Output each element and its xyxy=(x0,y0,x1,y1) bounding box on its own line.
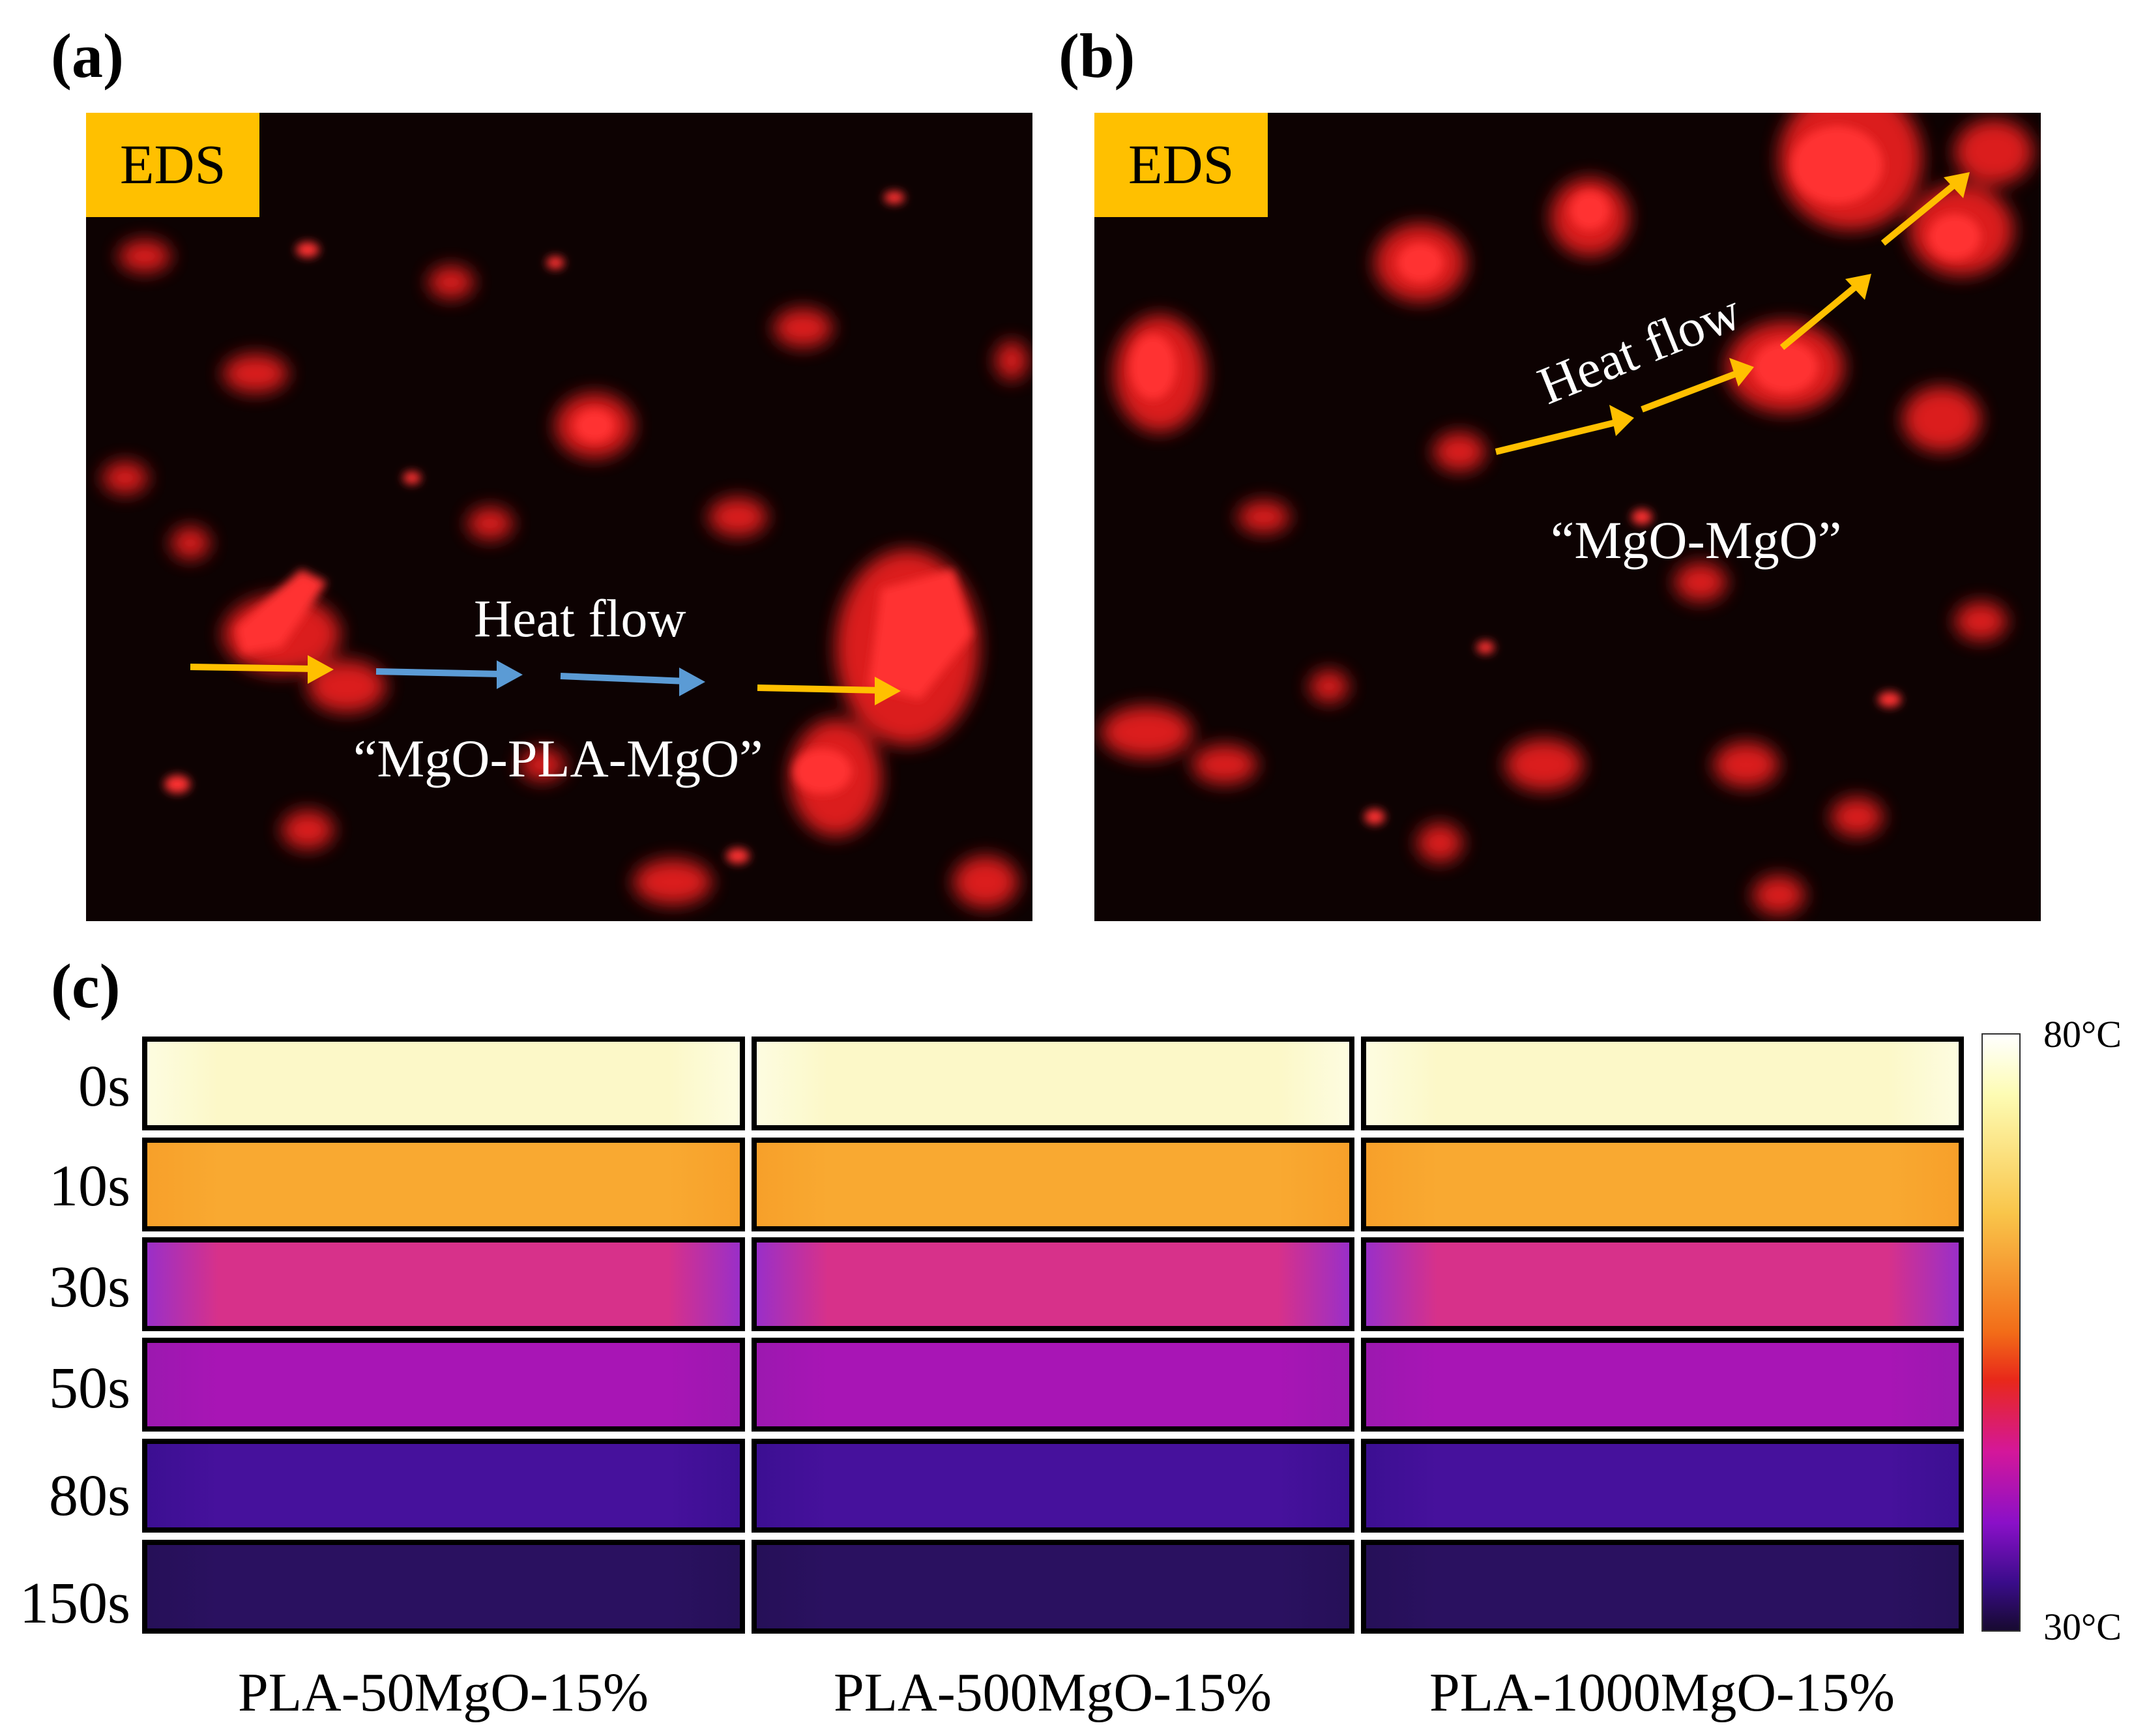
sample-label-1000: PLA-1000MgO-15% xyxy=(1429,1662,1895,1723)
thermal-strip xyxy=(142,1138,745,1231)
eds-particles-a xyxy=(102,191,1028,908)
eds-map-a: EDS Heat flow “MgO-PLA-MgO” xyxy=(86,113,1032,921)
panel-label-b: (b) xyxy=(1059,21,1135,91)
temperature-colorbar xyxy=(1981,1033,2021,1632)
time-label-80s: 80s xyxy=(48,1464,130,1528)
thermal-strip xyxy=(1361,1540,1964,1634)
thermal-strip xyxy=(752,1540,1354,1634)
panel-label-c: (c) xyxy=(51,951,121,1021)
eds-map-b: EDS Heat flow “MgO-MgO” xyxy=(1094,113,2041,921)
sample-label-500: PLA-500MgO-15% xyxy=(834,1662,1272,1723)
time-label-30s: 30s xyxy=(48,1255,130,1319)
thermal-strip xyxy=(142,1540,745,1634)
thermal-strip xyxy=(752,1037,1354,1130)
thermal-strip xyxy=(1361,1037,1964,1130)
thermal-strip xyxy=(1361,1338,1964,1432)
colorbar-min-label: 30°C xyxy=(2043,1606,2122,1648)
thermal-strip xyxy=(142,1237,745,1331)
colorbar-max-label: 80°C xyxy=(2043,1013,2122,1055)
eds-tag-b: EDS xyxy=(1094,113,1268,217)
thermal-strip xyxy=(752,1237,1354,1331)
time-label-50s: 50s xyxy=(48,1356,130,1420)
thermal-strip xyxy=(752,1439,1354,1533)
thermal-strip xyxy=(1361,1138,1964,1231)
thermal-strip xyxy=(142,1037,745,1130)
eds-tag-a: EDS xyxy=(86,113,260,217)
path-label-b: “MgO-MgO” xyxy=(1551,510,1842,570)
thermal-strip xyxy=(752,1138,1354,1231)
time-label-0s: 0s xyxy=(78,1054,130,1119)
eds-particles-b xyxy=(1101,113,2033,915)
panel-label-a: (a) xyxy=(51,21,124,91)
thermal-strip xyxy=(1361,1439,1964,1533)
thermal-strip xyxy=(142,1439,745,1533)
thermal-strip xyxy=(142,1338,745,1432)
thermal-strip xyxy=(1361,1237,1964,1331)
path-label-a: “MgO-PLA-MgO” xyxy=(353,729,763,788)
time-label-150s: 150s xyxy=(19,1571,130,1636)
thermal-strip xyxy=(752,1338,1354,1432)
time-label-10s: 10s xyxy=(48,1154,130,1218)
sample-label-50: PLA-50MgO-15% xyxy=(238,1662,649,1723)
heat-flow-label-a: Heat flow xyxy=(474,589,686,648)
